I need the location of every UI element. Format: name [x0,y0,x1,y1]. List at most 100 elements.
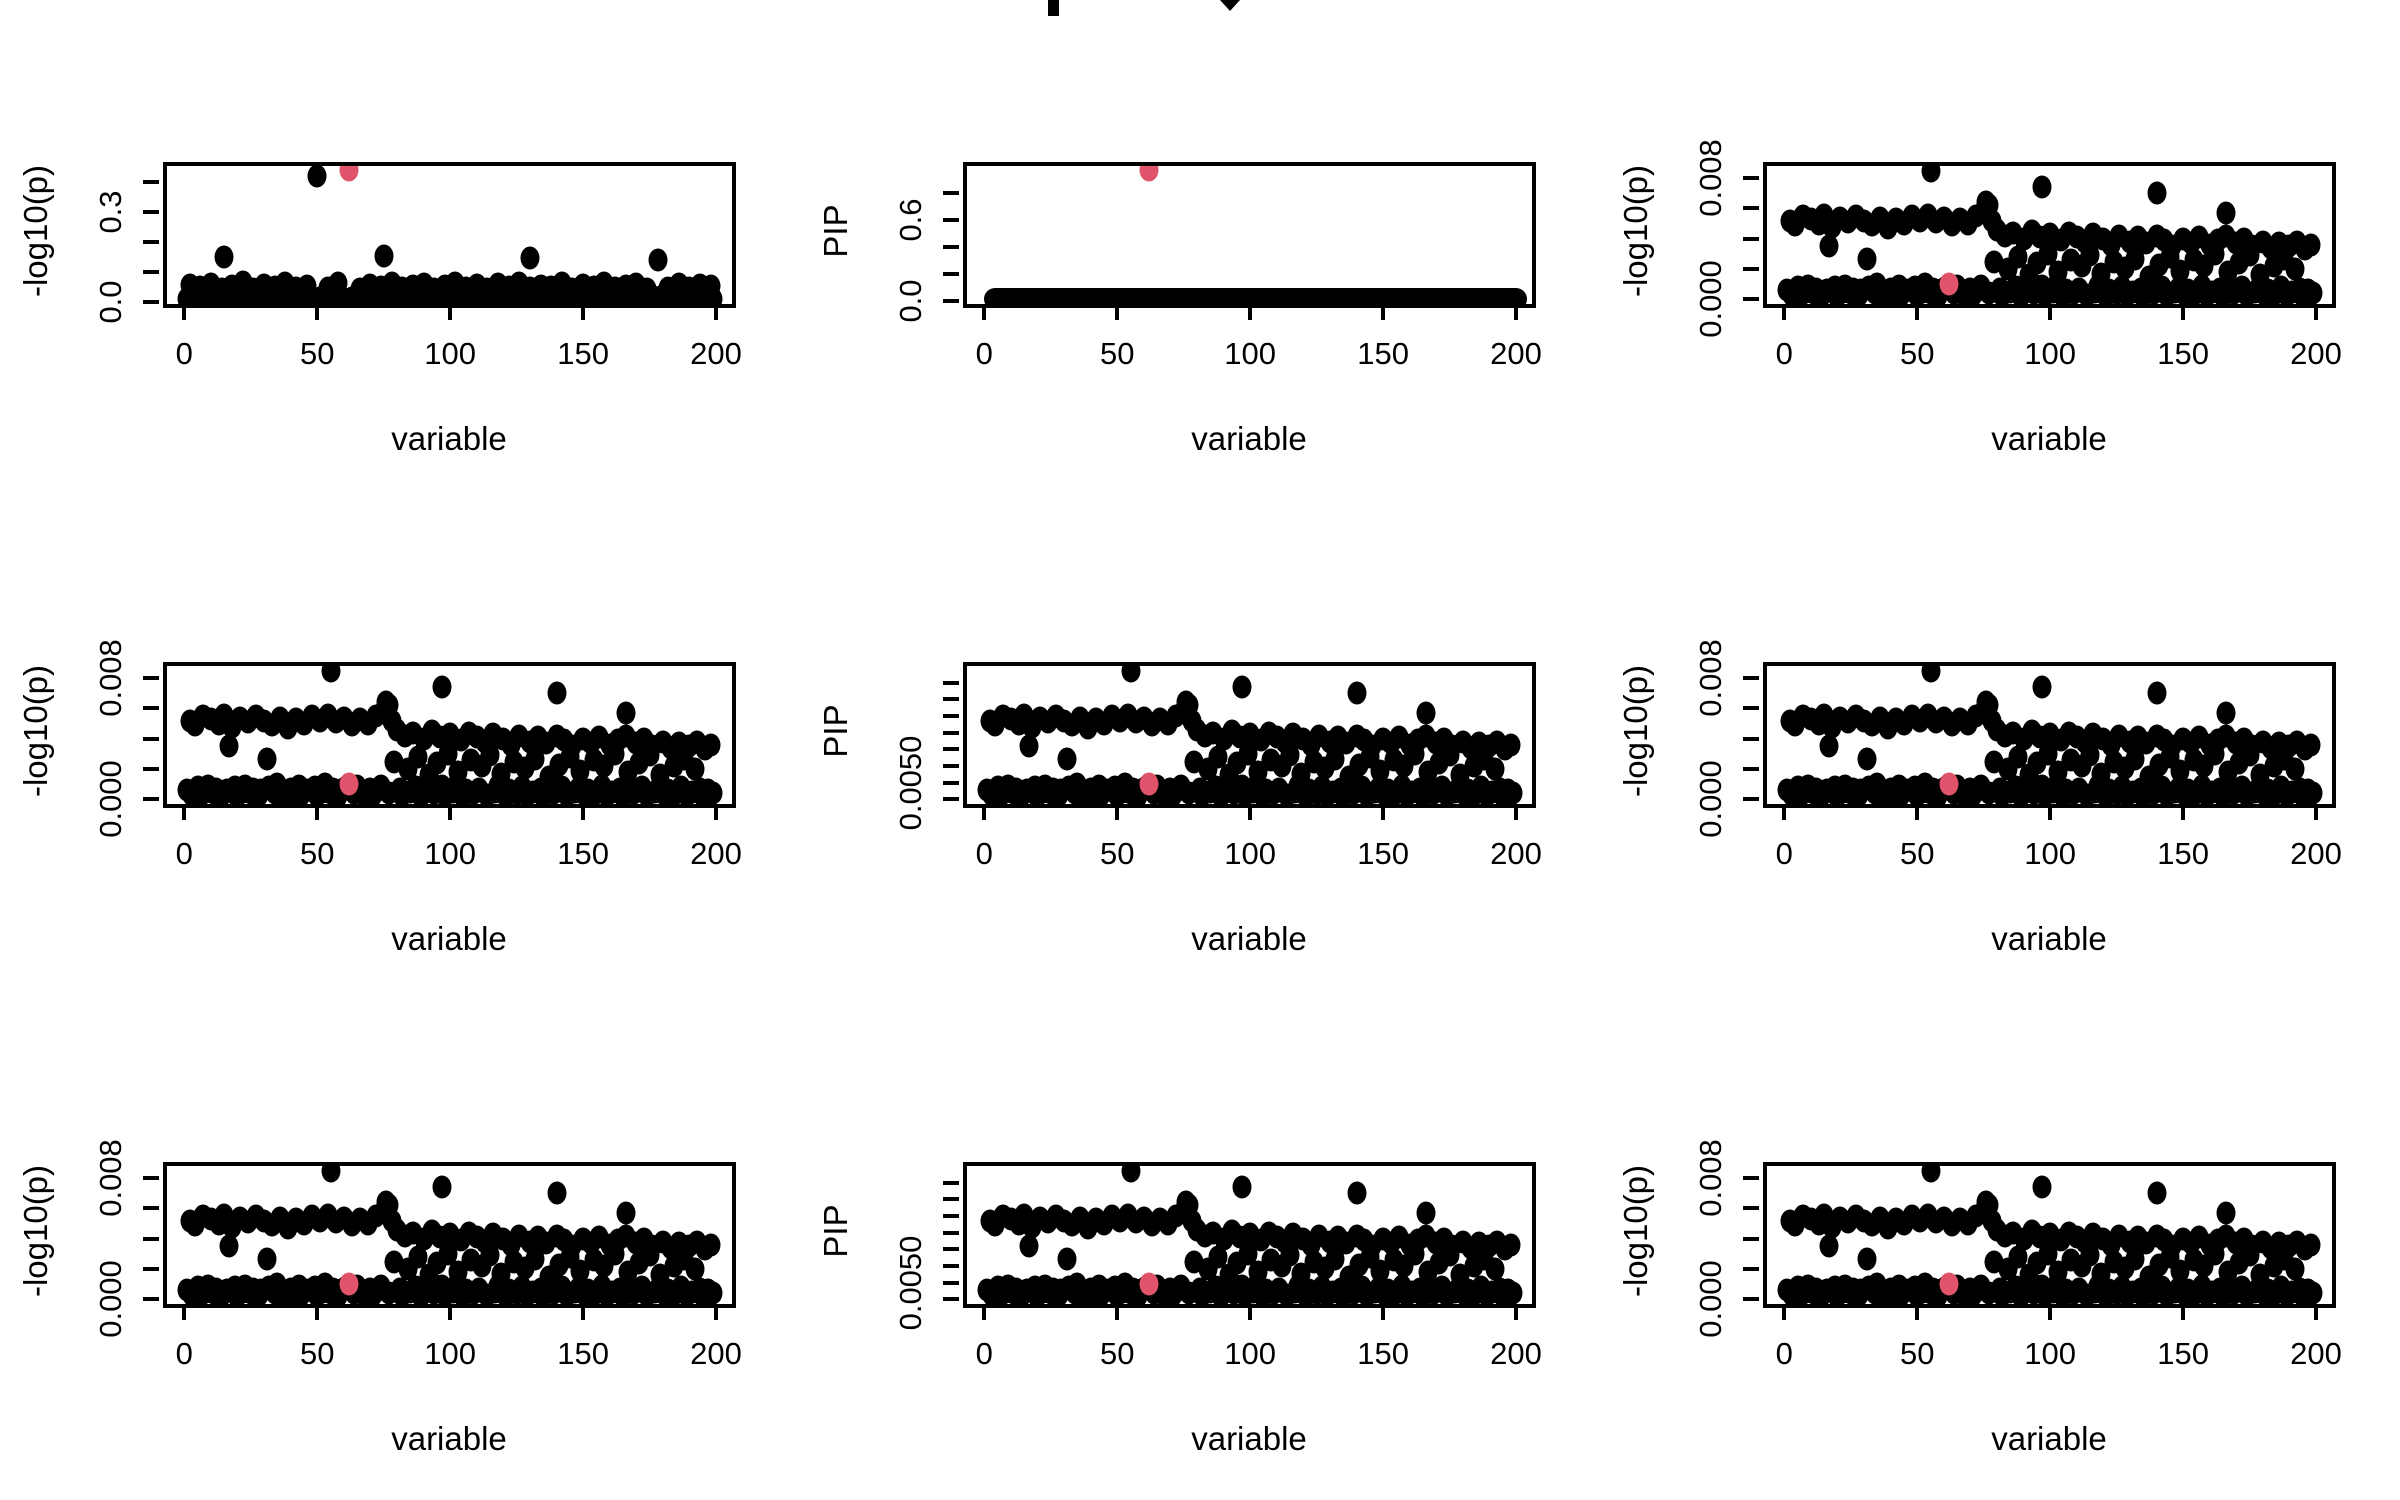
data-point [1280,1243,1300,1267]
y-axis-tick [943,1280,959,1285]
x-tick-label: 100 [2024,1336,2077,1371]
data-point [1280,743,1300,767]
data-point [297,274,317,298]
data-point [432,1175,452,1199]
data-point [1921,666,1941,683]
y-axis-tick [1743,1206,1759,1211]
data-point [1238,1242,1257,1266]
x-tick-label: 50 [1099,336,1135,371]
x-axis-tick [2048,804,2053,820]
data-point [408,1245,428,1269]
data-point [2080,1243,2100,1267]
data-point [1485,757,1505,781]
data-point [2216,1201,2236,1225]
panel-top-right: -log10(p) variable 0.000 0.008 0 50 100 150 20… [1600,0,2400,500]
x-tick-label: 0 [175,336,193,371]
x-tick-label: 200 [690,336,742,371]
y-tick-label: 0.008 [1693,1139,1728,1217]
data-point [307,166,327,188]
y-axis-title: -log10(p) [1617,164,1654,298]
panel-bottom-left: -log10(p) variable 0.000 0.008 0 50 100 150 20… [0,1000,800,1500]
x-tick-label: 0 [975,336,993,371]
plot-area [963,1162,1536,1308]
x-tick-label: 200 [1490,836,1542,871]
x-axis-tick [182,304,187,320]
x-axis-tick [1381,804,1386,820]
data-point [1325,747,1345,770]
x-tick-label: 200 [2290,336,2342,371]
x-tick-label: 100 [1224,836,1277,871]
data-point [547,681,567,705]
y-axis-tick [943,730,959,735]
data-point [547,1181,567,1205]
y-axis-tick [1743,1297,1759,1302]
y-tick-label: 0.008 [1693,139,1728,217]
data-point [2147,181,2167,205]
y-axis-tick [143,1236,159,1241]
x-tick-label: 150 [2157,1336,2209,1371]
y-axis-title: -log10(p) [17,164,54,298]
x-axis-title: variable [1991,920,2107,957]
x-tick-label: 50 [299,336,335,371]
data-point [480,743,500,767]
y-tick-label: 0.000 [93,1260,128,1339]
data-point [2125,1247,2145,1270]
data-point [2080,243,2100,267]
highlight-point [339,1272,359,1296]
x-axis-tick [2048,304,2053,320]
y-axis-tick [943,764,959,769]
x-tick-label: 100 [424,836,477,871]
plot-area [163,1162,736,1308]
data-point [2038,242,2057,266]
data-point [257,1247,277,1270]
x-axis-tick [2181,804,2186,820]
data-point [219,1234,239,1258]
data-point [703,1281,723,1304]
highlight-point [1939,772,1959,796]
plot-area [963,162,1536,308]
data-point [640,1243,660,1267]
panel-bottom-center: PIP variable 0.0050 0 50 100 150 200 [800,1000,1600,1500]
y-axis-tick [1743,676,1759,681]
x-axis-tick [2181,304,2186,320]
data-point [1440,1243,1460,1267]
y-axis-tick [943,1297,959,1302]
data-point [2303,1281,2323,1304]
data-point [640,743,660,767]
data-point [1819,1234,1839,1258]
data-point [2080,743,2100,767]
x-axis-title: variable [391,920,507,957]
y-axis-title: -log10(p) [17,664,54,798]
x-tick-label: 200 [2290,1336,2342,1371]
y-axis-tick [943,298,959,303]
y-tick-label: 0.0050 [893,1235,928,1331]
x-tick-label: 0 [1775,836,1793,871]
y-axis-tick [943,697,959,702]
y-tick-label: 0.6 [893,198,928,242]
x-axis-tick [714,1304,719,1320]
x-tick-label: 50 [1099,836,1135,871]
x-tick-label: 150 [1357,1336,1409,1371]
data-point [379,1193,399,1217]
y-axis-title: PIP [817,704,854,758]
x-tick-label: 100 [1224,1336,1277,1371]
data-point [2301,233,2321,257]
y-axis-tick [943,190,959,195]
data-point [257,747,277,770]
y-axis-title: -log10(p) [1617,664,1654,798]
data-point [432,675,452,699]
data-point [438,742,457,766]
data-point [1979,1193,1999,1217]
x-tick-label: 150 [2157,836,2209,871]
x-tick-label: 100 [424,1336,477,1371]
y-axis-tick [143,180,159,185]
x-axis-tick [1514,804,1519,820]
data-point [321,1166,341,1183]
x-axis-tick [581,1304,586,1320]
x-axis-tick [1248,1304,1253,1320]
data-point [2285,757,2305,781]
data-point [1347,1181,1367,1205]
data-point [1440,743,1460,767]
y-tick-label: 0.0050 [893,735,928,831]
y-axis-tick [943,1264,959,1269]
